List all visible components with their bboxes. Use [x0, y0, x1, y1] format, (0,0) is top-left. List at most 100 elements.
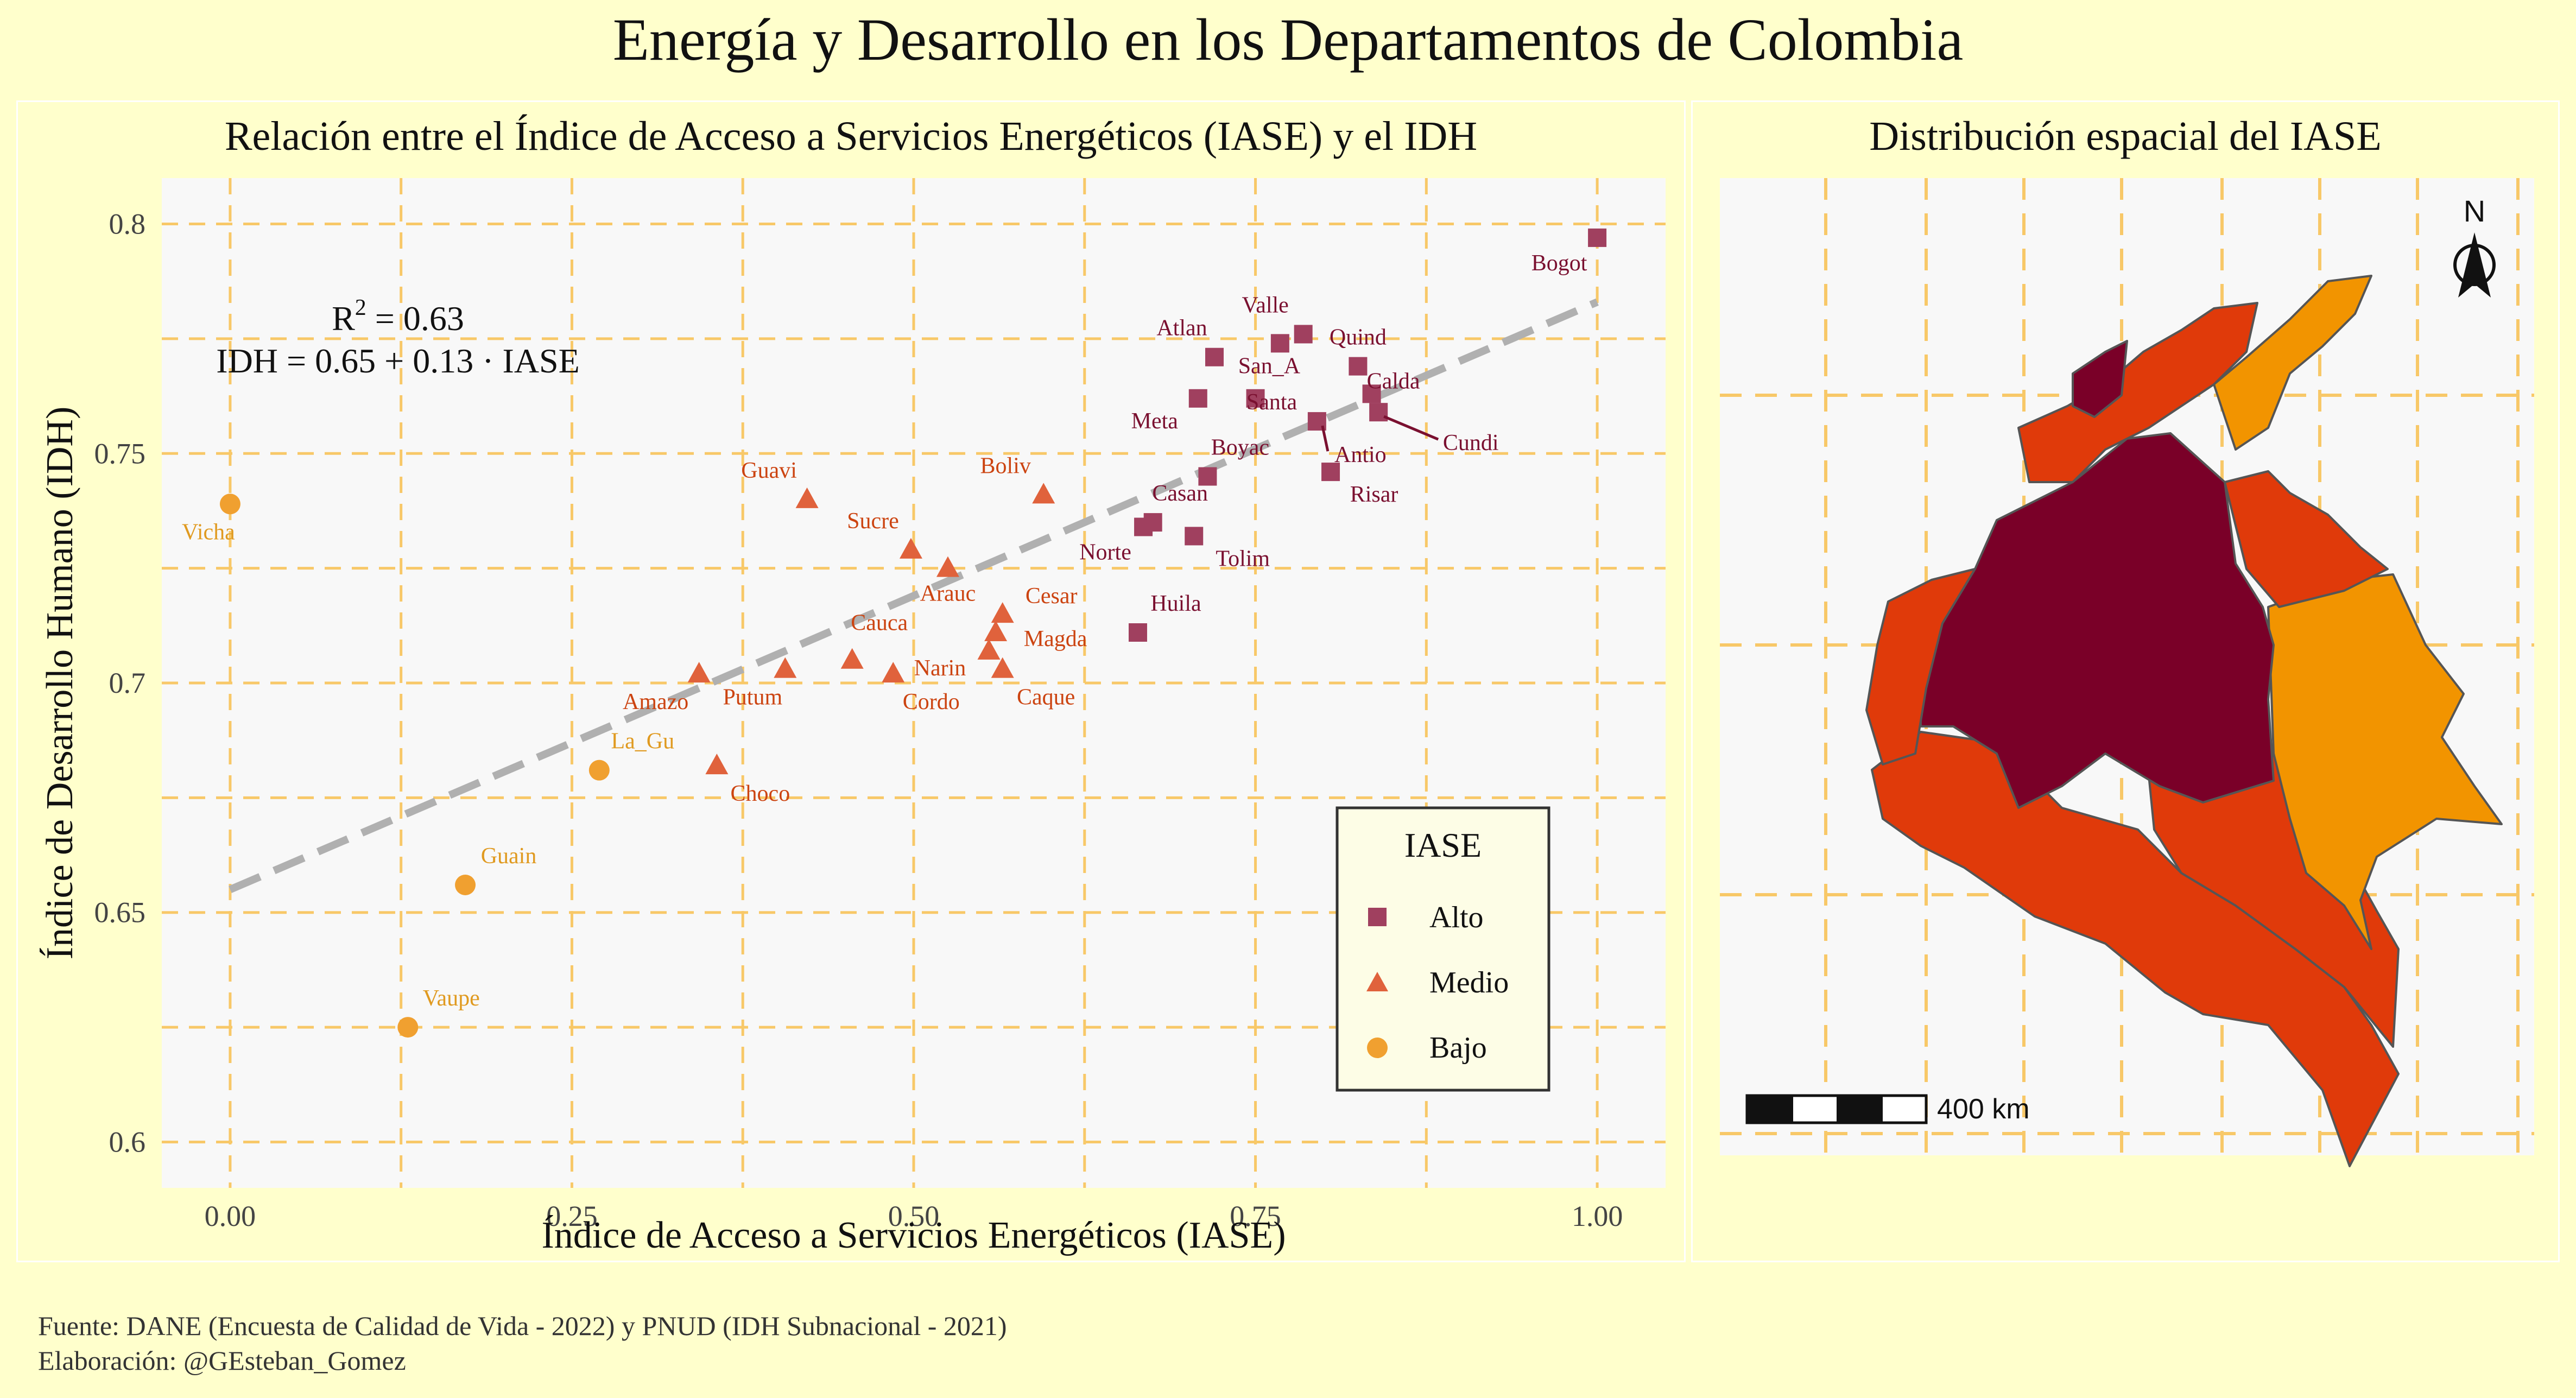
- point-marker-Valle: [1294, 325, 1313, 344]
- region-bajo-east: [2267, 573, 2503, 950]
- point-marker-Cauca: [840, 648, 864, 669]
- point-label-Atlan: Atlan: [1156, 316, 1207, 341]
- iase-map: N 400 km: [1720, 178, 2534, 1167]
- x-tick-label: 0.75: [1230, 1200, 1281, 1232]
- point-label-Boyac: Boyac: [1211, 435, 1269, 460]
- point-marker-Magda: [984, 621, 1008, 641]
- x-tick-label: 0.25: [546, 1200, 598, 1232]
- point-label-Sucre: Sucre: [847, 509, 899, 534]
- point-label-Guavi: Guavi: [741, 458, 797, 483]
- point-label-Norte: Norte: [1079, 540, 1131, 565]
- point-marker-Atlan: [1205, 347, 1224, 366]
- x-tick-label: 0.00: [205, 1200, 256, 1232]
- point-marker-Tolim: [1185, 527, 1204, 546]
- point-label-Boliv: Boliv: [980, 453, 1031, 478]
- trend-line: [229, 298, 1599, 893]
- colombia-departments: [1865, 275, 2503, 1167]
- point-marker-Narin: [977, 638, 1001, 660]
- scatter-chart: 0.00 0.25 0.50 0.75 1.00 0.6 0.65 0.7 0.75 0.8 Bo…: [39, 178, 1666, 1256]
- point-label-San_A: San_A: [1238, 353, 1301, 378]
- point-marker-Cesar: [991, 602, 1014, 623]
- equation-annotation: IDH = 0.65 + 0.13 · IASE: [216, 341, 579, 380]
- point-label-Choco: Choco: [731, 781, 790, 806]
- legend-medio-label: Medio: [1429, 966, 1509, 1000]
- point-label-Magda: Magda: [1024, 627, 1087, 651]
- point-label-Cauca: Cauca: [851, 611, 908, 636]
- map-subtitle: Distribución espacial del IASE: [1869, 113, 2382, 159]
- point-label-Antio: Antio: [1334, 442, 1387, 467]
- point-marker-Caque: [991, 657, 1014, 678]
- point-label-Vaupe: Vaupe: [423, 986, 480, 1011]
- region-alto-atlantico: [2072, 340, 2128, 418]
- point-marker-Santa: [1246, 389, 1265, 408]
- point-label-Arauc: Arauc: [920, 581, 976, 606]
- legend-bajo-marker: [1367, 1038, 1388, 1058]
- y-tick-label: 0.7: [109, 667, 146, 699]
- point-label-Guain: Guain: [481, 844, 537, 869]
- point-marker-Cordo: [882, 662, 905, 683]
- scale-bar: 400 km: [1745, 1093, 2030, 1125]
- y-tick-label: 0.75: [94, 437, 146, 470]
- point-label-Cesar: Cesar: [1026, 584, 1078, 609]
- y-tick-label: 0.6: [109, 1125, 146, 1158]
- svg-text:N: N: [2464, 194, 2485, 228]
- point-marker-Arauc: [936, 556, 959, 577]
- label-leader: [1321, 425, 1330, 452]
- point-marker-Boliv: [1032, 483, 1055, 504]
- region-medio-northeast: [2224, 470, 2389, 608]
- point-label-Putum: Putum: [723, 685, 782, 710]
- point-label-Vicha: Vicha: [182, 520, 235, 545]
- point-label-Narin: Narin: [914, 656, 966, 681]
- source-note: Fuente: DANE (Encuesta de Calidad de Vid…: [38, 1311, 1007, 1341]
- point-marker-Bogot: [1588, 228, 1607, 247]
- scatter-panel: Relación entre el Índice de Acceso a Ser…: [16, 100, 1686, 1262]
- region-bajo-guajira: [2213, 275, 2372, 451]
- north-arrow: N: [2453, 194, 2496, 298]
- footer: Fuente: DANE (Encuesta de Calidad de Vid…: [38, 1308, 1007, 1378]
- y-tick-label: 0.65: [94, 896, 146, 929]
- point-marker-Risar: [1321, 463, 1340, 482]
- x-axis-label: Índice de Acceso a Servicios Energéticos…: [541, 1214, 1286, 1256]
- point-label-Meta: Meta: [1131, 409, 1179, 434]
- y-tick-label: 0.8: [109, 208, 146, 241]
- svg-text:400 km: 400 km: [1937, 1093, 2030, 1125]
- point-label-Casan: Casan: [1152, 481, 1208, 506]
- point-label-Santa: Santa: [1246, 390, 1298, 415]
- point-label-Risar: Risar: [1350, 482, 1398, 507]
- point-label-Tolim: Tolim: [1216, 546, 1270, 571]
- point-marker-Guain: [455, 875, 476, 895]
- point-label-La_Gu: La_Gu: [611, 729, 674, 754]
- label-leader: [1383, 415, 1439, 441]
- point-marker-Vicha: [219, 494, 240, 515]
- point-marker-Norte: [1134, 517, 1153, 536]
- legend-bajo-label: Bajo: [1429, 1031, 1487, 1065]
- point-label-Quind: Quind: [1330, 325, 1387, 350]
- point-marker-Boyac: [1198, 467, 1217, 486]
- point-label-Cundi: Cundi: [1443, 431, 1499, 456]
- legend-title: IASE: [1404, 826, 1482, 864]
- point-label-Caque: Caque: [1017, 685, 1075, 710]
- point-marker-Calda: [1362, 384, 1381, 403]
- legend: IASE Alto Medio Bajo: [1336, 806, 1550, 1092]
- point-marker-Meta: [1188, 389, 1207, 408]
- point-label-Valle: Valle: [1242, 293, 1289, 318]
- point-marker-Guavi: [795, 487, 819, 508]
- x-tick-label: 0.50: [888, 1200, 940, 1232]
- point-marker-Putum: [774, 657, 797, 678]
- point-label-Calda: Calda: [1367, 369, 1420, 394]
- point-marker-Sucre: [899, 537, 922, 559]
- legend-alto-label: Alto: [1429, 901, 1484, 934]
- point-marker-Huila: [1128, 623, 1147, 642]
- x-tick-label: 1.00: [1572, 1200, 1623, 1232]
- main-title: Energía y Desarrollo en los Departamento…: [612, 7, 1964, 73]
- legend-alto-marker: [1368, 908, 1387, 926]
- y-axis-label: Índice de Desarrollo Humano (IDH): [39, 407, 81, 960]
- point-marker-La_Gu: [588, 760, 610, 781]
- map-panel: Distribución espacial del IASE: [1691, 100, 2560, 1262]
- legend-medio-marker: [1366, 972, 1388, 991]
- point-label-Bogot: Bogot: [1531, 251, 1587, 276]
- region-medio-pacific: [1865, 568, 1976, 766]
- point-label-Huila: Huila: [1150, 591, 1201, 616]
- point-label-Amazo: Amazo: [623, 689, 688, 714]
- point-marker-Vaupe: [397, 1017, 419, 1038]
